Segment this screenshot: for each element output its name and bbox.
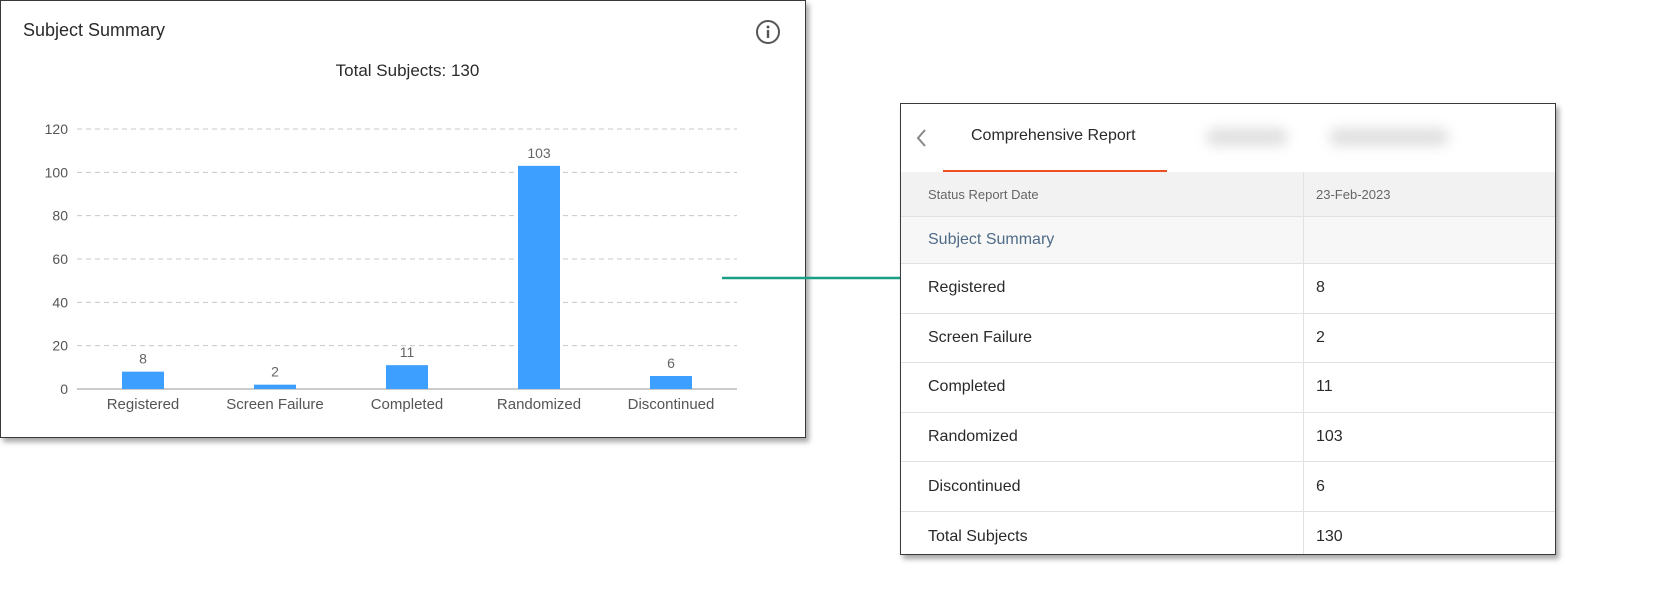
data-label: 6: [667, 355, 675, 371]
data-label: 2: [271, 364, 279, 380]
card-title: Subject Summary: [23, 20, 166, 40]
row-label: Registered: [901, 264, 1304, 313]
row-label: Randomized: [901, 412, 1304, 462]
x-tick-label: Discontinued: [628, 396, 715, 413]
bar: [386, 365, 428, 389]
row-label: Screen Failure: [901, 313, 1304, 363]
tab-blurred-2[interactable]: [1329, 128, 1449, 146]
table-row: Randomized 103: [901, 412, 1555, 463]
table-row: Registered 8: [901, 264, 1555, 314]
row-value: 130: [1316, 527, 1343, 545]
row-label: Completed: [901, 363, 1304, 412]
chart-title: Total Subjects: 130: [335, 61, 480, 80]
comprehensive-report-panel: Comprehensive Report Status Report Date …: [900, 103, 1556, 555]
y-tick-label: 100: [45, 164, 69, 180]
row-value: 8: [1316, 279, 1325, 297]
bar: [254, 384, 296, 389]
data-label: 8: [139, 351, 147, 367]
tab-comprehensive-report[interactable]: Comprehensive Report: [943, 104, 1167, 173]
tab-blurred-1[interactable]: [1206, 128, 1288, 146]
info-icon[interactable]: [755, 19, 781, 45]
section-row: Subject Summary: [901, 217, 1555, 264]
row-value: 6: [1316, 477, 1325, 495]
row-value: 2: [1316, 328, 1325, 346]
x-tick-label: Screen Failure: [226, 396, 324, 413]
bar-chart: 0 20 40 60 80 100 120 8 Registered 2 Screen Failur…: [45, 121, 737, 413]
report-tab-bar: Comprehensive Report: [901, 104, 1555, 173]
row-value: 103: [1316, 428, 1343, 446]
x-tick-label: Completed: [371, 396, 444, 413]
header-report-date-value: 23-Feb-2023: [1316, 186, 1391, 202]
y-tick-label: 80: [52, 208, 68, 224]
table-header-row: Status Report Date 23-Feb-2023: [901, 172, 1555, 217]
y-tick-label: 120: [45, 121, 69, 137]
y-tick-label: 40: [52, 294, 68, 310]
bar: [518, 165, 560, 389]
arrow-connector: [722, 271, 918, 285]
data-label: 103: [527, 145, 551, 161]
y-tick-label: 20: [52, 338, 68, 354]
table-row: Discontinued 6: [901, 462, 1555, 512]
data-label: 11: [400, 344, 415, 360]
tab-label: Comprehensive Report: [971, 127, 1136, 144]
y-tick-label: 0: [60, 381, 68, 397]
report-table: Status Report Date 23-Feb-2023 Subject S…: [901, 172, 1555, 554]
row-label: Total Subjects: [901, 511, 1304, 554]
bar: [650, 376, 692, 389]
section-empty-cell: [1304, 217, 1555, 263]
header-status-report-date: Status Report Date: [901, 172, 1304, 216]
section-label: Subject Summary: [901, 217, 1304, 263]
x-tick-label: Registered: [107, 396, 180, 413]
table-row: Screen Failure 2: [901, 313, 1555, 364]
subject-summary-card: Subject Summary Total Subjects: 130 0 20 4…: [0, 0, 806, 438]
table-row: Completed 11: [901, 363, 1555, 413]
row-label: Discontinued: [901, 462, 1304, 511]
row-value: 11: [1316, 378, 1333, 396]
y-tick-label: 60: [52, 251, 68, 267]
chevron-left-icon[interactable]: [913, 126, 931, 150]
bar: [122, 371, 164, 389]
table-row: Total Subjects 130: [901, 511, 1555, 554]
x-tick-label: Randomized: [497, 396, 581, 413]
active-tab-underline: [943, 170, 1167, 173]
